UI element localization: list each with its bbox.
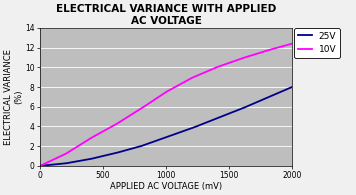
10V bbox=[290, 43, 294, 45]
Legend: 25V, 10V: 25V, 10V bbox=[294, 28, 340, 58]
25V bbox=[220, 115, 224, 118]
10V bbox=[220, 64, 224, 66]
Line: 10V: 10V bbox=[40, 44, 292, 166]
10V bbox=[120, 119, 124, 122]
10V bbox=[138, 108, 142, 111]
10V bbox=[197, 74, 201, 76]
Line: 25V: 25V bbox=[40, 87, 292, 166]
25V bbox=[290, 86, 294, 88]
10V bbox=[221, 64, 225, 66]
X-axis label: APPLIED AC VOLTAGE (mV): APPLIED AC VOLTAGE (mV) bbox=[110, 182, 222, 191]
10V bbox=[68, 150, 73, 152]
Y-axis label: ELECTRICAL VARIANCE
(%): ELECTRICAL VARIANCE (%) bbox=[4, 49, 23, 145]
Title: ELECTRICAL VARIANCE WITH APPLIED
AC VOLTAGE: ELECTRICAL VARIANCE WITH APPLIED AC VOLT… bbox=[56, 4, 276, 26]
25V bbox=[138, 145, 142, 148]
25V bbox=[68, 161, 73, 164]
10V bbox=[38, 165, 42, 167]
25V bbox=[120, 150, 124, 152]
25V bbox=[197, 124, 201, 127]
25V bbox=[38, 165, 42, 167]
25V bbox=[221, 115, 225, 117]
